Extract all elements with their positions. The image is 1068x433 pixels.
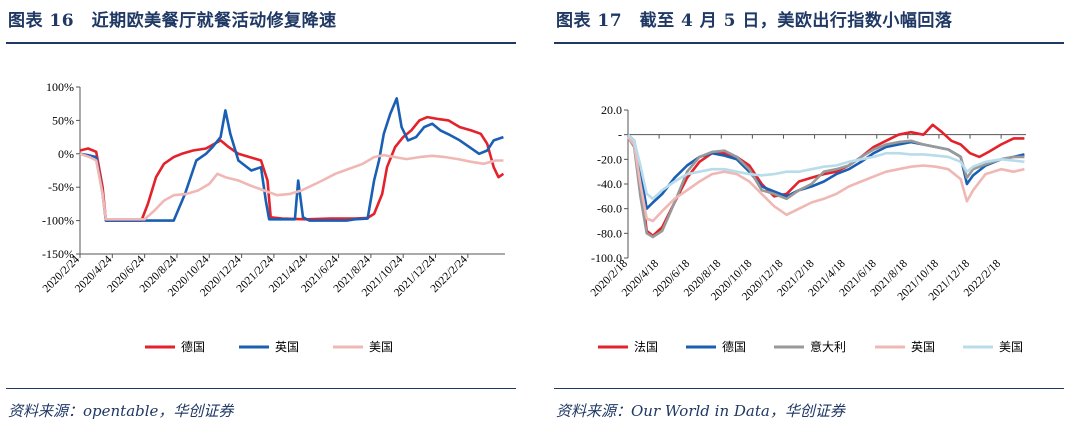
chart-17-source: 资料来源：Our World in Data，华创证券 <box>556 402 845 420</box>
legend-label: 美国 <box>999 340 1023 354</box>
y-tick-label: 100% <box>46 80 74 94</box>
series-line-美国 <box>627 133 1025 201</box>
y-tick-label: -60.0 <box>597 202 622 216</box>
series-line-意大利 <box>626 136 1025 239</box>
y-tick-label: 20.0 <box>601 103 622 117</box>
source-rule <box>6 388 516 389</box>
legend-label: 英国 <box>911 340 935 354</box>
y-tick-label: -40.0 <box>597 177 622 191</box>
legend-label: 德国 <box>181 339 205 354</box>
y-tick-label: -20.0 <box>597 152 622 166</box>
title-rule <box>6 42 516 44</box>
series-line-美国 <box>79 152 504 221</box>
legend-label: 德国 <box>722 339 746 354</box>
y-tick-label: -50% <box>48 180 74 194</box>
y-tick-label: - <box>618 128 622 142</box>
panel-left: 图表 16 近期欧美餐厅就餐活动修复降速 100% 50% 0% -50% -100% -… <box>0 0 520 433</box>
series-line-德国 <box>79 115 505 222</box>
chart-16-source: 资料来源：opentable，华创证券 <box>8 402 234 420</box>
legend-label: 英国 <box>275 340 299 354</box>
y-tick-label: -150% <box>42 247 74 261</box>
panel-right: 图表 17 截至 4 月 5 日，美欧出行指数小幅回落 20.0 - -20.0 -4… <box>548 0 1068 433</box>
mobility-chart: 20.0--20.0-40.0-60.0-80.0-100.02020/2/18… <box>589 103 1026 354</box>
y-tick-label: -100% <box>42 214 74 228</box>
series-line-英国 <box>79 97 504 222</box>
y-tick-label: 50% <box>52 113 74 127</box>
title-rule <box>554 42 1064 44</box>
chart-16-title: 图表 16 近期欧美餐厅就餐活动修复降速 <box>8 11 337 31</box>
legend-label: 意大利 <box>810 339 846 354</box>
series-line-英国 <box>627 136 1025 223</box>
legend-label: 美国 <box>369 340 393 354</box>
legend-label: 法国 <box>634 340 658 354</box>
source-rule <box>554 388 1064 389</box>
y-tick-label: -80.0 <box>597 226 622 240</box>
y-tick-label: 0% <box>58 147 74 161</box>
chart-17-title: 图表 17 截至 4 月 5 日，美欧出行指数小幅回落 <box>556 11 953 31</box>
y-tick-label: -100.0 <box>591 251 622 265</box>
restaurant-chart: 100%50%0%-50%-100%-150%2020/2/242020/4/2… <box>41 80 505 354</box>
